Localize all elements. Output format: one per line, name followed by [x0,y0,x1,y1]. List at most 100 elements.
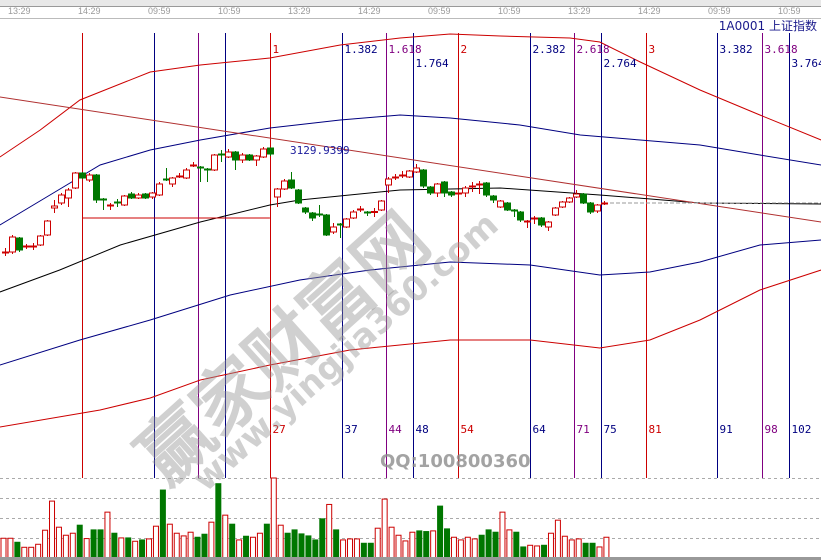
volume-bar [374,527,381,559]
volume-bar [471,538,478,559]
volume-bar [305,535,312,559]
fib-top-label: 1.618 [389,43,422,56]
fib-top-label: 3 [649,43,656,56]
volume-bar [76,524,83,559]
volume-bar [596,546,603,559]
volume-bar [139,539,146,559]
candle [288,172,295,189]
candle [169,177,176,187]
candle-body [274,188,281,198]
volume-bar [55,526,62,559]
candle [30,243,37,250]
candle-body [524,220,531,223]
candle-body [504,202,511,211]
candle-body [9,236,16,253]
volume-bar [249,536,256,559]
candle-body [163,178,170,181]
candle [176,173,183,178]
fib-bottom-label: 91 [720,423,733,436]
volume-bar [603,536,610,559]
candle-body [531,217,538,220]
time-label: 09:59 [428,6,451,16]
candle [490,195,497,203]
candle [72,172,79,189]
volume-bar [319,518,326,559]
volume-bar [582,542,589,559]
time-label: 14:29 [78,6,101,16]
candle [9,235,16,254]
candle [399,171,406,178]
fib-bottom-label: 75 [604,423,617,436]
symbol-title: 1A0001 上证指数 [718,19,817,33]
volume-bar [547,532,554,559]
candle-body [594,204,601,212]
volume-bar [194,536,201,559]
volume-bar [14,541,21,559]
volume-bar [125,537,132,559]
candle [476,181,483,194]
candle-body [288,179,295,189]
candle [246,154,253,161]
candle-body [323,214,330,236]
volume-bar [534,545,541,559]
volume-bar [243,535,250,559]
candle-body [511,209,518,212]
candle-body [545,221,552,228]
candle-body [434,183,441,194]
candle [135,193,142,199]
volume-bar [229,523,236,559]
watermark-qq: QQ:100800360 [380,451,531,472]
volume-bar [388,526,395,559]
candle [594,204,601,213]
candle-body [218,153,225,156]
candle-body [392,176,399,179]
candle-body [413,167,420,173]
fib-bottom-label: 102 [792,423,812,436]
candle [204,168,211,182]
candle [316,205,323,217]
candle-body [72,172,79,189]
candle [538,217,545,227]
candle [37,235,44,246]
candle-body [295,189,302,204]
candle-body [566,197,573,203]
volume-bar [360,542,367,559]
trendline-line [0,96,821,223]
candle-body [51,205,58,209]
candle-body [538,217,545,226]
candle [86,173,93,182]
volume-bar [146,538,153,559]
volume-bar [326,503,333,559]
candle-body [406,170,413,178]
candle [156,182,163,196]
candle-body [169,177,176,185]
candle [413,164,420,173]
fib-bottom-label: 27 [273,423,286,436]
candle [350,210,357,219]
candle-body [330,226,337,233]
candle-body [497,200,504,208]
volume-bar [478,534,485,559]
time-label: 10:59 [498,6,521,16]
volume-bar [35,543,42,559]
volume-bar [118,537,125,559]
fib-top-label: 2.618 [577,43,610,56]
volume-bar [416,530,423,559]
candle [469,182,476,192]
volume-bar [298,533,305,559]
candle-body [197,166,204,169]
volume-bar [7,537,14,559]
band-upper-inner-line [0,114,821,226]
band-lower-inner-line [0,239,821,366]
volume-bar [568,539,575,559]
fib-bottom-label: 44 [389,423,403,436]
candle [448,191,455,197]
candle [434,183,441,197]
time-label: 14:29 [638,6,661,16]
candle-body [267,147,274,155]
candle-body [183,169,190,179]
candle [302,207,309,214]
candle [580,193,587,204]
time-label: 10:59 [218,6,241,16]
